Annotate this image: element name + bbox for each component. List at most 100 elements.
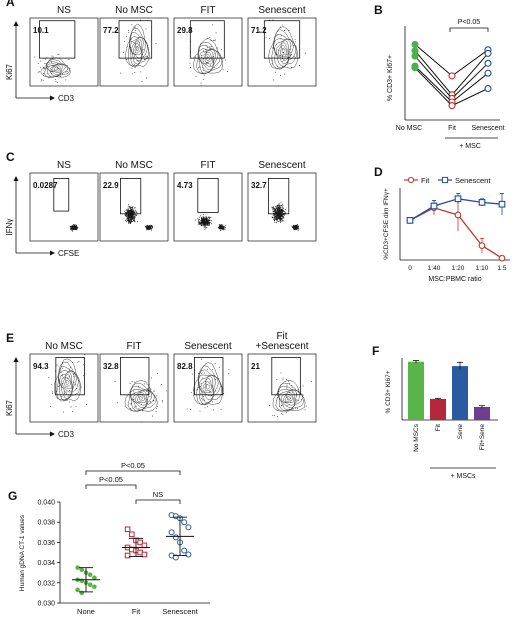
event-dot: [69, 67, 71, 69]
event-dot: [131, 381, 133, 383]
event-dot: [284, 212, 286, 214]
event-dot: [286, 61, 288, 63]
event-dot: [152, 226, 154, 228]
event-dot: [297, 226, 299, 228]
event-dot: [129, 383, 131, 385]
y-tick-label: 0.032: [37, 580, 55, 587]
event-dot: [289, 398, 291, 400]
event-dot: [127, 208, 129, 210]
event-dot: [209, 64, 211, 66]
event-dot: [276, 219, 278, 221]
event-dot: [297, 230, 299, 232]
event-dot: [149, 401, 151, 402]
event-dot: [75, 228, 77, 230]
event-dot: [204, 218, 206, 220]
event-dot: [50, 406, 52, 407]
event-dot: [61, 396, 63, 397]
event-dot: [281, 54, 283, 56]
x-tick-label: Senescent: [162, 607, 198, 616]
event-dot: [274, 41, 276, 43]
event-dot: [221, 386, 222, 388]
x-tick-label: No MSCs: [413, 423, 420, 452]
event-dot: [202, 217, 204, 219]
event-dot: [276, 221, 278, 223]
event-dot: [216, 48, 218, 50]
event-dot: [149, 224, 151, 226]
event-dot: [213, 40, 215, 42]
event-dot: [74, 224, 76, 225]
event-dot: [138, 408, 140, 410]
event-dot: [203, 218, 205, 220]
event-dot: [80, 386, 82, 388]
event-dot: [206, 62, 207, 64]
event-dot: [285, 212, 287, 214]
event-dot: [276, 416, 278, 418]
event-dot: [276, 222, 277, 224]
event-dot: [144, 59, 146, 61]
contour-line: [206, 384, 211, 390]
event-dot: [206, 216, 208, 218]
event-dot: [57, 63, 59, 64]
y-tick-label: 0.030: [37, 601, 55, 608]
y-axis-label: Ki67: [5, 63, 14, 80]
contour-line: [47, 64, 63, 75]
event-dot: [192, 373, 194, 375]
event-dot: [77, 228, 78, 230]
event-dot: [276, 218, 278, 220]
plot-title: Senescent: [258, 5, 305, 16]
event-dot: [70, 406, 72, 408]
data-point: [448, 102, 456, 110]
event-dot: [201, 221, 203, 223]
event-dot: [147, 45, 149, 47]
event-dot: [289, 382, 291, 384]
event-dot: [68, 59, 70, 61]
plot-frame: [99, 17, 169, 87]
bar: [474, 407, 490, 420]
plot-title: No MSC: [115, 160, 153, 171]
event-dot: [274, 219, 276, 220]
gate-value: 32.7: [251, 181, 267, 190]
event-dot: [300, 398, 302, 400]
event-dot: [278, 206, 280, 208]
event-dot: [273, 216, 275, 218]
event-dot: [275, 209, 277, 211]
event-dot: [132, 56, 134, 58]
sig-label: NS: [153, 490, 163, 499]
event-dot: [140, 40, 142, 42]
event-dot: [218, 225, 220, 227]
event-dot: [195, 219, 197, 221]
data-point: [430, 202, 438, 210]
event-dot: [133, 398, 135, 400]
contour-line: [200, 50, 214, 68]
event-dot: [197, 387, 199, 389]
contour-group: [48, 354, 87, 413]
event-dot: [218, 366, 220, 368]
event-dot: [61, 375, 63, 376]
event-dot: [137, 38, 139, 40]
event-dot: [277, 218, 279, 220]
event-dot: [133, 220, 135, 222]
x-tick-label: No MSC: [396, 125, 422, 132]
event-dot: [145, 28, 147, 30]
event-dot: [77, 361, 79, 363]
event-dot: [293, 44, 295, 46]
event-dot: [274, 217, 276, 219]
event-dot: [204, 407, 206, 409]
event-dot: [205, 220, 207, 222]
x-tick-label: Sene: [457, 424, 464, 440]
x-axis-label: CFSE: [58, 249, 79, 258]
event-dot: [52, 70, 54, 72]
panel-G: G 0.030 0.032 0.034 0.036 0.038 0.040 Human gDN…: [8, 461, 210, 616]
event-dot: [40, 67, 42, 69]
event-dot: [259, 31, 261, 33]
event-dot: [278, 220, 280, 222]
event-dot: [128, 222, 130, 224]
plot-title: Senescent: [184, 341, 231, 352]
event-dot: [279, 26, 281, 28]
event-dot: [145, 226, 147, 228]
event-dot: [217, 86, 218, 87]
event-dot: [193, 56, 195, 58]
event-dot: [276, 211, 278, 213]
event-dot: [44, 67, 46, 69]
data-point: [406, 217, 414, 224]
